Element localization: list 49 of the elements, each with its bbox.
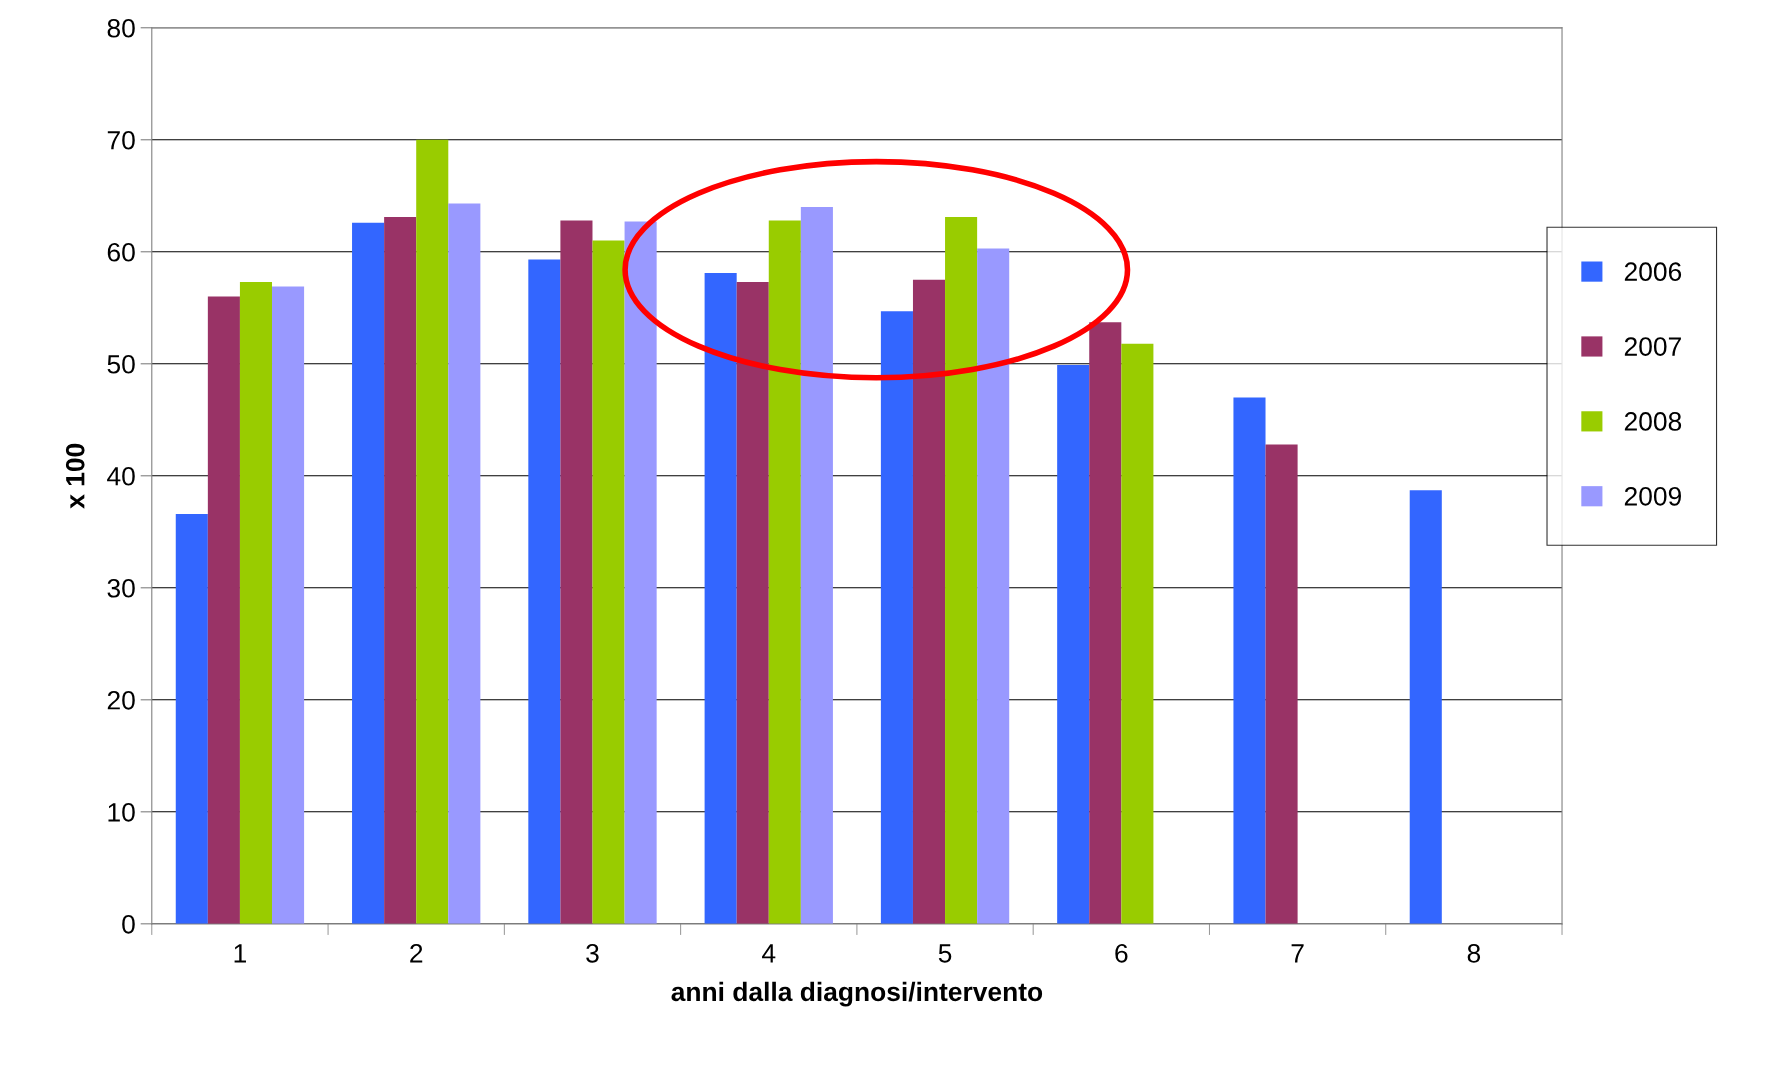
bar [207, 296, 240, 924]
bar [175, 513, 208, 924]
bar [624, 221, 657, 924]
y-axis-title: x 100 [65, 443, 85, 509]
y-tick-label: 10 [108, 802, 135, 822]
x-tick-label: 6 [1115, 943, 1128, 963]
bar [592, 240, 625, 924]
legend-label: 2006 [1624, 262, 1682, 282]
x-axis-title: anni dalla diagnosi/intervento [671, 981, 1043, 1007]
x-tick-label: 8 [1467, 943, 1481, 963]
bar [704, 273, 737, 924]
legend-label: 2009 [1624, 486, 1681, 506]
y-tick-label: 70 [107, 130, 135, 150]
x-tick-label: 3 [586, 943, 599, 963]
x-tick-label: 2 [410, 943, 423, 963]
y-tick-label: 0 [122, 914, 135, 934]
bar [1233, 397, 1266, 924]
bar [384, 217, 417, 924]
bar [352, 222, 385, 924]
legend-label: 2007 [1624, 337, 1681, 356]
bar [736, 282, 769, 924]
y-tick-label: 60 [107, 242, 135, 262]
bar [912, 279, 946, 924]
bar [1409, 490, 1442, 924]
y-tick-label: 80 [107, 18, 135, 38]
bar [1057, 364, 1090, 924]
bar [1265, 444, 1298, 924]
bar [560, 220, 593, 924]
legend-label: 2008 [1624, 412, 1682, 431]
bar [945, 217, 978, 924]
bar [800, 206, 833, 924]
x-tick-label: 4 [762, 944, 776, 963]
bar [416, 139, 449, 924]
bar [1089, 322, 1122, 924]
y-tick-label: 40 [107, 466, 135, 486]
bar [239, 282, 273, 924]
bar [880, 311, 913, 924]
bar [272, 286, 305, 924]
bar [448, 203, 481, 924]
bar [1121, 343, 1154, 924]
bar [977, 248, 1010, 924]
y-tick-label: 30 [107, 578, 135, 598]
x-tick-label: 7 [1291, 944, 1304, 963]
x-tick-label: 1 [234, 944, 246, 963]
y-tick-label: 20 [107, 690, 135, 710]
bar [768, 220, 801, 924]
x-tick-label: 5 [938, 944, 952, 963]
y-tick-label: 50 [107, 354, 135, 374]
bar [528, 259, 561, 924]
